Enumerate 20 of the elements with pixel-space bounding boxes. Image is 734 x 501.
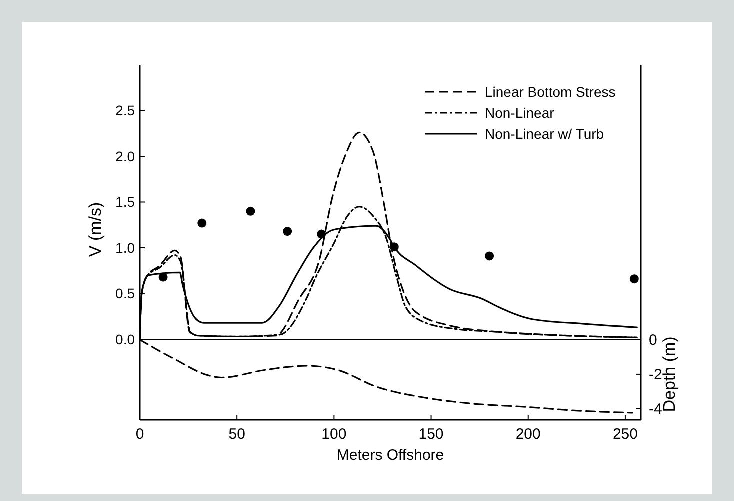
x-tick-label: 100 xyxy=(322,426,347,443)
legend-label: Non-Linear w/ Turb xyxy=(485,126,604,142)
y-tick-label: 2.0 xyxy=(116,148,136,164)
x-tick-label: 200 xyxy=(516,426,541,443)
y-tick-label: 0.5 xyxy=(116,286,136,302)
y-tick-label: 1.0 xyxy=(116,240,136,256)
x-tick-label: 150 xyxy=(418,426,444,443)
x-tick-label: 50 xyxy=(228,426,246,443)
x-tick-label: 250 xyxy=(612,426,638,443)
y-tick-label: 2.5 xyxy=(116,102,136,119)
y2-tick-label: -2 xyxy=(649,366,662,384)
x-tick-label: 0 xyxy=(136,426,144,443)
y2-tick-label: -4 xyxy=(649,400,662,418)
y2-tick-label: 0 xyxy=(649,332,658,349)
y-axis-title: V (m/s) xyxy=(86,202,105,258)
legend-label: Non-Linear xyxy=(485,105,555,121)
y-tick-label: 1.5 xyxy=(116,194,136,210)
y-tick-label: 0.0 xyxy=(116,331,136,348)
x-axis-title: Meters Offshore xyxy=(336,447,444,464)
legend-label: Linear Bottom Stress xyxy=(485,84,616,100)
